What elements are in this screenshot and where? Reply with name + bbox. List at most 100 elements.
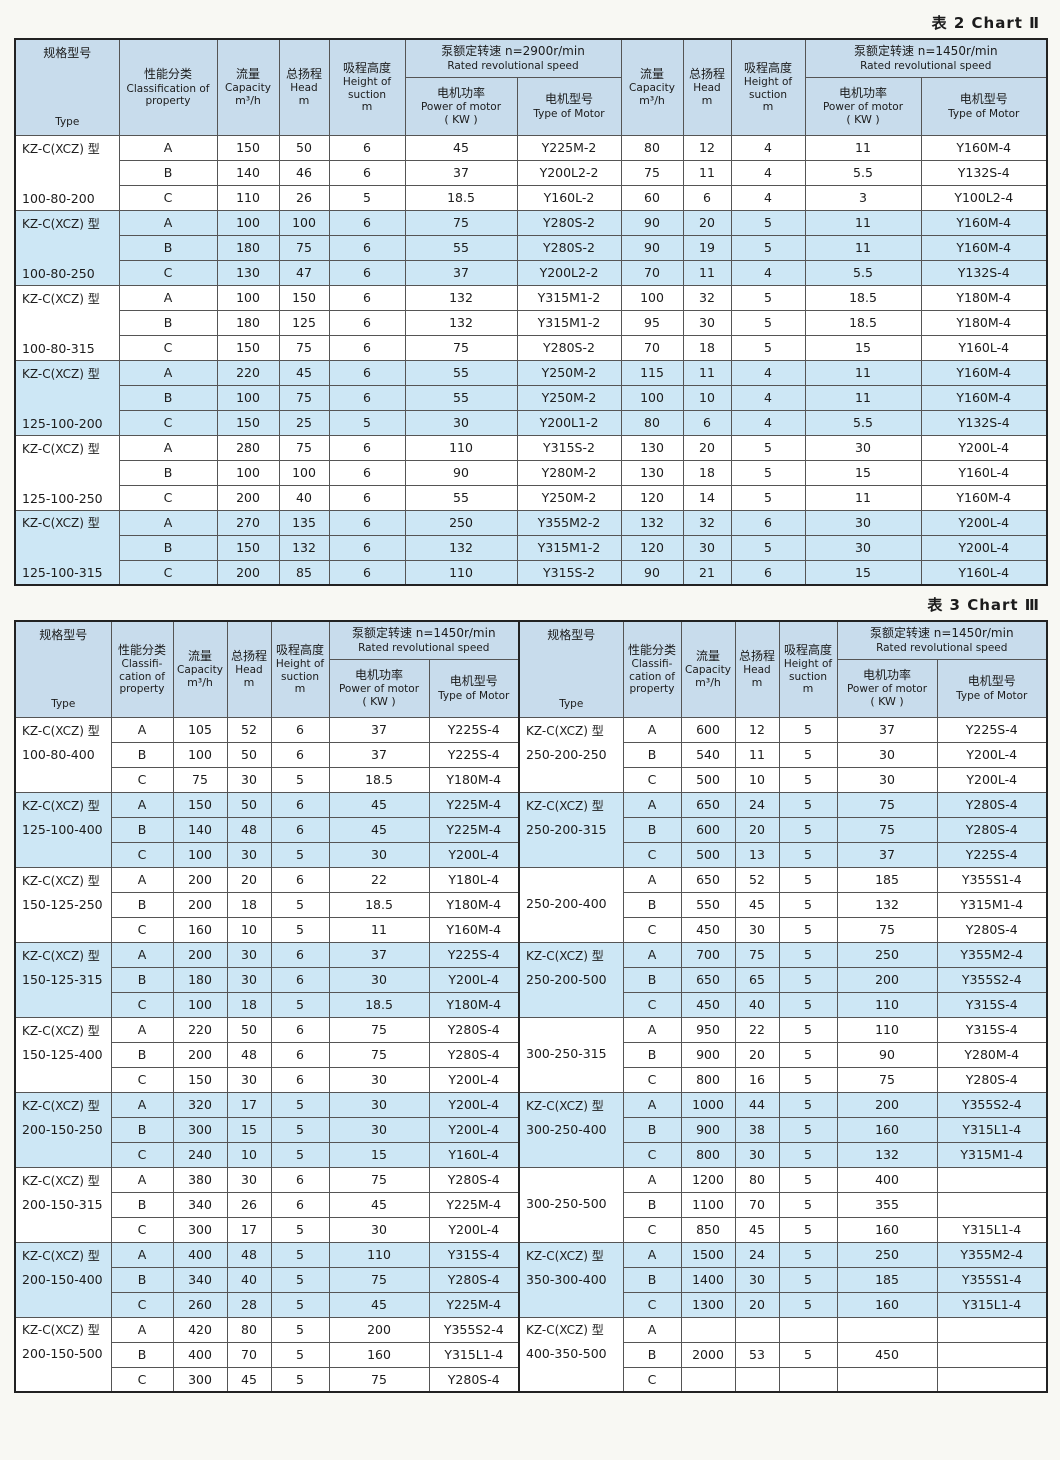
- value-cell: 26: [226, 1191, 272, 1218]
- table-row: KZ-C(XCZ) 型 200-150-315 A 380 30 6 75 Y280S-4 30…: [14, 1166, 1048, 1243]
- table-row: B 140 48 6 45 Y225M-4 B 600 20 5 75 Y280S-4: [15, 816, 1048, 843]
- value-cell: 5.5: [804, 159, 922, 186]
- value-cell: 5: [270, 1366, 330, 1393]
- table-row: B 140 46 6 37 Y200L2-2 75 11 4 5.5 Y132S-4: [15, 159, 1048, 186]
- value-cell: Y280S-4: [936, 791, 1048, 818]
- value-cell: 115: [620, 359, 684, 386]
- pump-series-label: KZ-C(XCZ) 型: [22, 141, 100, 156]
- value-cell: [734, 1316, 780, 1343]
- value-cell: 5: [778, 741, 838, 768]
- value-cell: 4: [730, 409, 806, 436]
- chart2-header: 规格型号 Type 性能分类 Classification of propert…: [14, 38, 1048, 136]
- value-cell: 18: [226, 891, 272, 918]
- value-cell: 45: [328, 816, 430, 843]
- value-cell: 200: [836, 966, 938, 993]
- value-cell: 20: [682, 209, 732, 236]
- pump-series-label: KZ-C(XCZ) 型: [22, 1173, 100, 1188]
- value-cell: 6: [328, 309, 406, 336]
- property-class-cell: B: [622, 1116, 682, 1143]
- header-head-en: Head: [290, 82, 318, 95]
- value-cell: 18.5: [404, 184, 518, 211]
- property-class-cell: B: [622, 1191, 682, 1218]
- value-cell: Y200L-4: [428, 1116, 520, 1143]
- value-cell: 5: [270, 1141, 330, 1168]
- value-cell: 25: [278, 409, 330, 436]
- value-cell: 30: [836, 741, 938, 768]
- value-cell: Y315S-2: [516, 559, 622, 586]
- value-cell: 4: [730, 134, 806, 161]
- value-cell: 200: [216, 484, 280, 511]
- value-cell: 11: [682, 259, 732, 286]
- value-cell: Y315S-4: [428, 1241, 520, 1268]
- value-cell: Y132S-4: [920, 409, 1048, 436]
- value-cell: Y180M-4: [920, 284, 1048, 311]
- header-suction: 吸程高度 Height of suction m: [328, 38, 406, 136]
- pump-model-cell: KZ-C(XCZ) 型 125-100-250: [14, 434, 120, 511]
- header-rated-speed-en: Rated revolutional speed: [876, 641, 1008, 654]
- value-cell: 6: [270, 741, 330, 768]
- header-classification-en: Classifi-cation of property: [629, 658, 675, 696]
- header-type: 规格型号 Type: [518, 620, 624, 718]
- value-cell: 75: [836, 1066, 938, 1093]
- value-cell: 125: [278, 309, 330, 336]
- value-cell: 11: [804, 384, 922, 411]
- value-cell: 95: [620, 309, 684, 336]
- header-motor-type-zh: 电机型号: [544, 92, 593, 107]
- header-head-zh: 总扬程: [738, 648, 775, 663]
- pump-size-label: 250-200-500: [526, 971, 607, 987]
- value-cell: 14: [682, 484, 732, 511]
- pump-series-label: KZ-C(XCZ) 型: [526, 1248, 604, 1263]
- header-classification-en: Classifi-cation of property: [119, 658, 165, 696]
- header-suction-unit: m: [762, 99, 774, 113]
- value-cell: 75: [836, 916, 938, 943]
- property-class-cell: A: [110, 941, 174, 968]
- value-cell: 4: [730, 384, 806, 411]
- header-suction-zh: 吸程高度: [743, 60, 792, 75]
- table-row: KZ-C(XCZ) 型 150-125-250 A 200 20 6 22 Y180L-4 25…: [14, 866, 1048, 943]
- value-cell: 540: [680, 741, 736, 768]
- header-suction-zh: 吸程高度: [275, 642, 324, 657]
- header-motor-type-en: Type of Motor: [438, 689, 510, 702]
- value-cell: [936, 1316, 1048, 1343]
- value-cell: Y280S-4: [428, 1016, 520, 1043]
- value-cell: 5: [778, 966, 838, 993]
- property-class-cell: A: [110, 716, 174, 743]
- table-row: KZ-C(XCZ) 型 150-125-400 A 220 50 6 75 Y280S-4 30…: [14, 1016, 1048, 1093]
- pump-size-label: 100-80-200: [22, 190, 95, 206]
- header-suction-en: Height of suction: [783, 658, 833, 683]
- value-cell: 6: [270, 791, 330, 818]
- table-row: C 240 10 5 15 Y160L-4 C 800 30 5 132 Y315M1-4: [15, 1141, 1048, 1168]
- value-cell: 52: [734, 866, 780, 893]
- value-cell: 16: [734, 1066, 780, 1093]
- value-cell: 1300: [680, 1291, 736, 1318]
- property-class-cell: B: [110, 891, 174, 918]
- header-motor-power-zh: 电机功率: [436, 85, 485, 100]
- property-class-cell: C: [110, 1366, 174, 1393]
- table-row: KZ-C(XCZ) 型 200-150-250 A 320 17 5 30 Y200L-4 KZ…: [14, 1091, 1048, 1168]
- header-motor-power: 电机功率 Power of motor ( KW ): [804, 76, 922, 136]
- header-motor-power-unit: ( KW ): [444, 112, 478, 126]
- value-cell: 5: [730, 459, 806, 486]
- property-class-cell: C: [110, 1216, 174, 1243]
- value-cell: 5: [778, 716, 838, 743]
- header-classification-zh: 性能分类: [117, 642, 166, 657]
- property-class-cell: B: [622, 1041, 682, 1068]
- header-suction: 吸程高度 Height of suction m: [270, 620, 330, 718]
- property-class-cell: C: [110, 916, 174, 943]
- property-class-cell: B: [110, 1116, 174, 1143]
- property-class-cell: A: [622, 941, 682, 968]
- value-cell: 24: [734, 1241, 780, 1268]
- header-motor-type: 电机型号 Type of Motor: [936, 658, 1048, 718]
- value-cell: 132: [404, 284, 518, 311]
- value-cell: 12: [734, 716, 780, 743]
- value-cell: 240: [172, 1141, 228, 1168]
- pump-series-label: KZ-C(XCZ) 型: [22, 948, 100, 963]
- value-cell: 45: [328, 1191, 430, 1218]
- property-class-cell: A: [110, 866, 174, 893]
- value-cell: 150: [216, 534, 280, 561]
- pump-model-cell: KZ-C(XCZ) 型 250-200-315: [518, 791, 624, 868]
- property-class-cell: A: [110, 1166, 174, 1193]
- value-cell: 5: [778, 1291, 838, 1318]
- value-cell: 6: [328, 509, 406, 536]
- property-class-cell: B: [622, 1266, 682, 1293]
